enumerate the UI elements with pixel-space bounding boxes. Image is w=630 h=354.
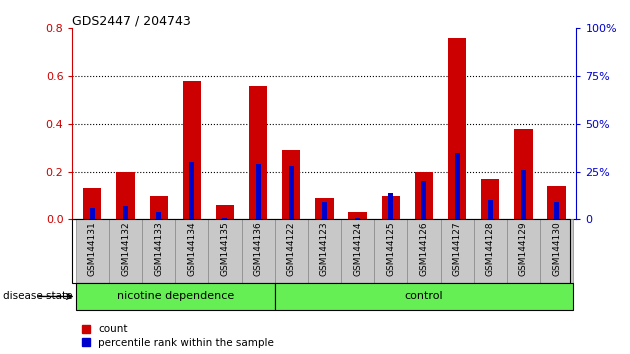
Bar (275, 219, 308, 283)
Bar (282, 150, 301, 219)
Bar (123, 206, 128, 219)
Bar (249, 86, 267, 219)
Text: GSM144125: GSM144125 (386, 221, 395, 276)
Bar (341, 219, 374, 283)
Bar (83, 188, 101, 219)
Text: GSM144128: GSM144128 (486, 221, 495, 276)
Text: control: control (404, 291, 444, 302)
Text: GSM144136: GSM144136 (254, 221, 263, 276)
Text: GSM144134: GSM144134 (187, 221, 197, 276)
Text: disease state: disease state (3, 291, 72, 302)
Bar (76, 283, 275, 310)
Bar (521, 170, 526, 219)
Bar (415, 172, 433, 219)
Bar (316, 198, 333, 219)
Legend: count, percentile rank within the sample: count, percentile rank within the sample (77, 320, 278, 352)
Bar (355, 218, 360, 219)
Bar (175, 219, 209, 283)
Bar (481, 179, 500, 219)
Text: GSM144130: GSM144130 (552, 221, 561, 276)
Bar (455, 153, 459, 219)
Bar (348, 212, 367, 219)
Bar (474, 219, 507, 283)
Text: GSM144126: GSM144126 (420, 221, 428, 276)
Bar (76, 219, 109, 283)
Bar (222, 218, 227, 219)
Text: GSM144135: GSM144135 (220, 221, 229, 276)
Bar (322, 202, 327, 219)
Bar (308, 219, 341, 283)
Bar (117, 172, 135, 219)
Bar (540, 219, 573, 283)
Bar (374, 219, 408, 283)
Bar (507, 219, 540, 283)
Text: GSM144124: GSM144124 (353, 221, 362, 276)
Text: GDS2447 / 204743: GDS2447 / 204743 (72, 14, 191, 27)
Bar (388, 193, 393, 219)
Text: nicotine dependence: nicotine dependence (117, 291, 234, 302)
Bar (241, 219, 275, 283)
Bar (488, 200, 493, 219)
Bar (156, 212, 161, 219)
Bar (209, 219, 241, 283)
Text: GSM144122: GSM144122 (287, 221, 296, 276)
Bar (421, 181, 427, 219)
Bar (289, 166, 294, 219)
Text: GSM144131: GSM144131 (88, 221, 97, 276)
Bar (514, 129, 532, 219)
Bar (90, 208, 95, 219)
Bar (183, 81, 201, 219)
Bar (440, 219, 474, 283)
Text: GSM144133: GSM144133 (154, 221, 163, 276)
Text: GSM144123: GSM144123 (320, 221, 329, 276)
Text: GSM144132: GSM144132 (121, 221, 130, 276)
Text: GSM144129: GSM144129 (519, 221, 528, 276)
Bar (275, 283, 573, 310)
Bar (554, 202, 559, 219)
Bar (216, 205, 234, 219)
Bar (142, 219, 175, 283)
Bar (382, 195, 400, 219)
Text: GSM144127: GSM144127 (452, 221, 462, 276)
Bar (149, 195, 168, 219)
Bar (448, 38, 466, 219)
Bar (408, 219, 440, 283)
Bar (256, 164, 261, 219)
Bar (547, 186, 566, 219)
Bar (109, 219, 142, 283)
Bar (190, 162, 194, 219)
